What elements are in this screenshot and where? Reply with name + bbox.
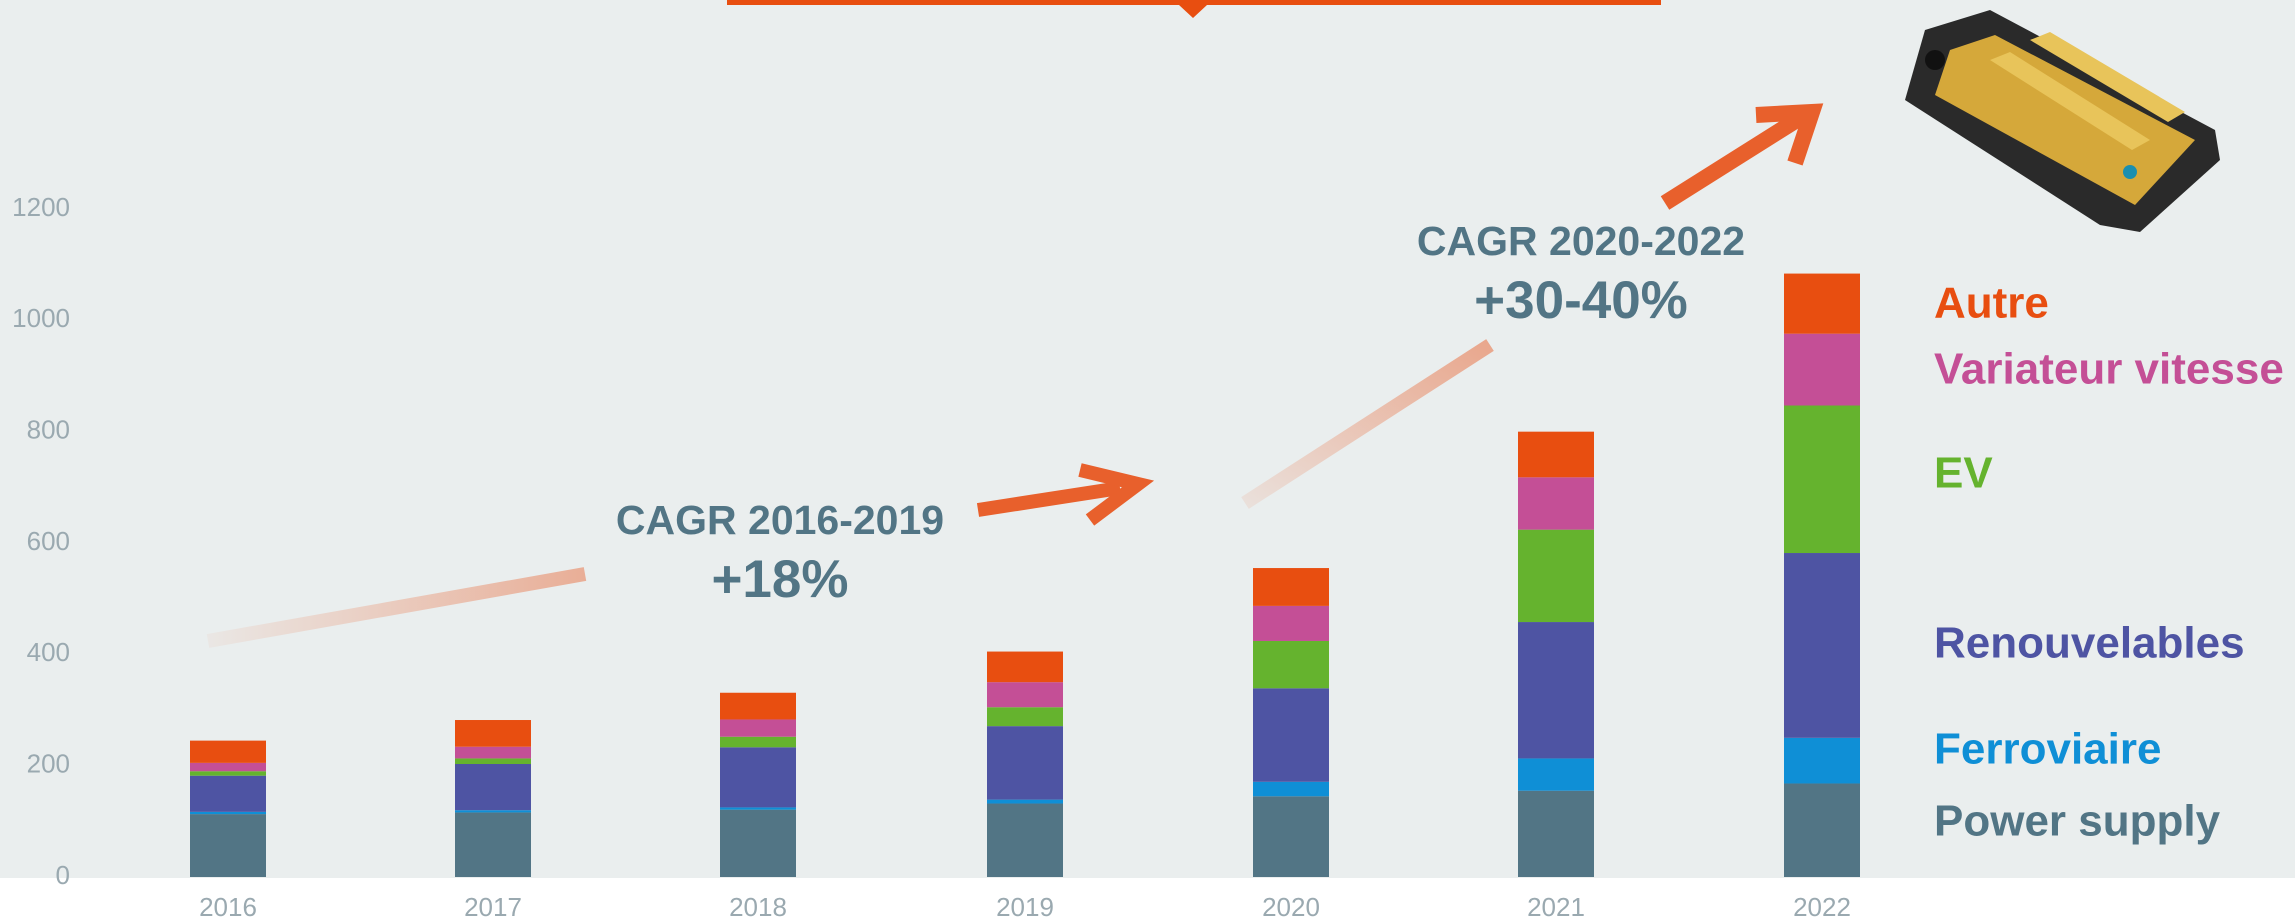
legend-entry: EV [1934,449,1993,498]
y-tick-label: 600 [27,526,70,556]
bar-segment [1253,640,1329,689]
bar-segment [1784,553,1860,738]
annotation: CAGR 2016-2019 [616,497,944,543]
legend-entry: Ferroviaire [1934,725,2161,774]
arrow-head [1078,463,1155,526]
bar-segment [720,719,796,737]
annotation: +18% [711,550,848,609]
y-tick-label: 1200 [12,192,70,222]
bar-segment [1784,333,1860,406]
bar-segment [720,736,796,748]
bar-segment [720,692,796,720]
legend-entry: Power supply [1934,797,2221,846]
axis-band [0,878,2295,923]
bar-segment [455,812,531,877]
x-tick-label: 2018 [729,892,787,922]
bar-segment [720,747,796,808]
y-tick-label: 1000 [12,303,70,333]
trend-arrow [976,481,1122,517]
bar-segment [190,740,266,763]
annotation: CAGR 2020-2022 [1417,218,1745,264]
bar-segment [987,651,1063,683]
bar-segment [1518,431,1594,478]
bar-segment [455,758,531,764]
bar-segment [1518,790,1594,877]
bar-segment [190,771,266,776]
bar-segment [455,763,531,811]
bar-segment [455,810,531,813]
arrow-head [1755,103,1824,166]
bar-segment [987,803,1063,877]
bar-segment [1784,405,1860,554]
bar-segment [1518,758,1594,791]
bar-segment [1784,273,1860,334]
legend-entry: Renouvelables [1934,619,2245,668]
bar-segment [1253,568,1329,606]
bar-segment [1518,622,1594,759]
legend-entry: Autre [1934,279,2049,328]
bar-segment [455,720,531,747]
bar-segment [1253,781,1329,797]
x-tick-label: 2020 [1262,892,1320,922]
x-tick-label: 2019 [996,892,1054,922]
annotation: +30-40% [1474,271,1688,330]
x-tick-label: 2021 [1527,892,1585,922]
bar-segment [720,809,796,877]
bar-segment [1784,737,1860,784]
y-tick-label: 0 [56,860,70,890]
bar-segment [190,762,266,772]
bar-segment [190,811,266,815]
x-tick-label: 2017 [464,892,522,922]
bar-segment [190,814,266,877]
bar-segment [1518,477,1594,530]
trend-arrow [1241,339,1494,509]
trend-arrow [1660,111,1805,210]
bar-segment [1253,605,1329,641]
x-tick-label: 2022 [1793,892,1851,922]
bar-segment [987,682,1063,708]
trend-arrow [206,567,587,648]
x-tick-label: 2016 [199,892,257,922]
y-tick-label: 800 [27,415,70,445]
bar-segment [455,746,531,759]
bar-segment [987,799,1063,804]
bar-segment [1518,529,1594,623]
legend-entry: Variateur vitesse [1934,345,2284,394]
bar-segment [1784,783,1860,877]
bar-segment [1253,796,1329,877]
product-image [1905,10,2220,232]
bar-segment [190,775,266,812]
bar-segment [720,807,796,810]
header-box [727,0,1661,18]
bar-segment [1253,688,1329,782]
y-tick-label: 400 [27,637,70,667]
bar-segment [987,707,1063,727]
bar-segment [987,726,1063,800]
y-tick-label: 200 [27,749,70,779]
